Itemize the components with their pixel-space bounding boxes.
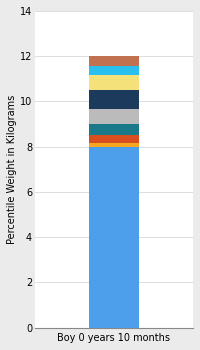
- Bar: [89, 135, 139, 143]
- Bar: [89, 56, 139, 66]
- Bar: [89, 75, 139, 90]
- Bar: [89, 109, 139, 124]
- Y-axis label: Percentile Weight in Kilograms: Percentile Weight in Kilograms: [7, 94, 17, 244]
- Bar: [89, 124, 139, 135]
- Bar: [89, 66, 139, 75]
- Bar: [89, 143, 139, 147]
- Bar: [89, 147, 139, 328]
- Bar: [89, 90, 139, 109]
